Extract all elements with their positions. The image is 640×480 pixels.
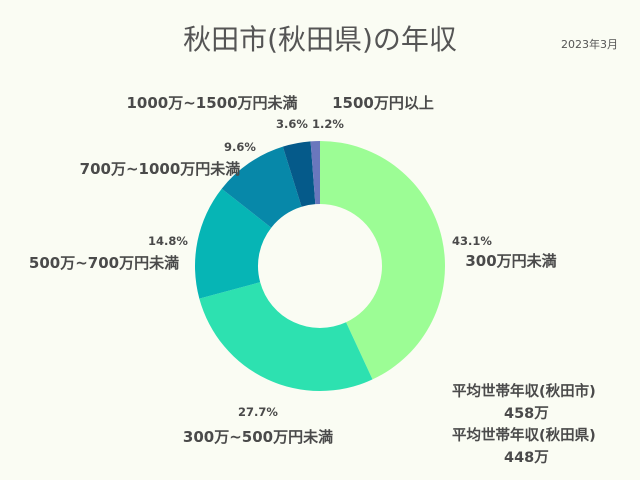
slice-pct-label-1: 27.7% [238, 405, 278, 419]
slice-pct-label-5: 1.2% [312, 117, 344, 131]
slice-5 [310, 141, 320, 205]
avg-pref-label: 平均世帯年収(秋田県) [452, 428, 596, 444]
slice-category-label-3: 700万~1000万円未満 [80, 160, 241, 178]
chart-title: 秋田市(秋田県)の年収 [183, 23, 457, 56]
slice-pct-label-2: 14.8% [148, 234, 188, 248]
slice-category-label-1: 300万~500万円未満 [183, 428, 333, 446]
slice-category-label-5: 1500万円以上 [332, 94, 434, 112]
slice-pct-label-3: 9.6% [224, 140, 256, 154]
slice-3 [221, 146, 302, 228]
avg-city-value: 458万 [504, 406, 549, 422]
slice-category-label-4: 1000万~1500万円未満 [126, 94, 297, 112]
avg-pref-value: 448万 [504, 450, 549, 466]
slice-category-label-2: 500万~700万円未満 [29, 254, 179, 272]
slice-0 [320, 141, 446, 380]
date-label: 2023年3月 [561, 38, 618, 51]
slice-1 [199, 282, 373, 391]
slice-2 [195, 188, 272, 299]
slice-category-label-0: 300万円未満 [465, 252, 556, 270]
avg-city-label: 平均世帯年収(秋田市) [452, 384, 596, 400]
slice-4 [282, 141, 316, 207]
slice-pct-label-4: 3.6% [276, 117, 308, 131]
slice-pct-label-0: 43.1% [452, 234, 492, 248]
